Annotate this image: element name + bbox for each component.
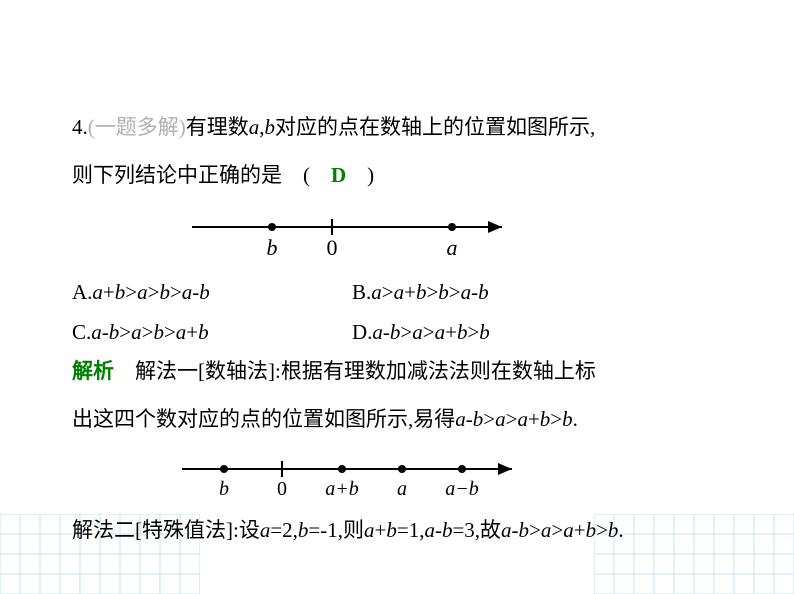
options-row-2: C.a-b>a>b>a+b D.a-b>a>a+b>b — [72, 317, 722, 349]
option-C: C.a-b>a>b>a+b — [72, 317, 352, 349]
stem2-post: ) — [346, 163, 374, 187]
question-line-1: 4.(一题多解)有理数a,b对应的点在数轴上的位置如图所示, — [72, 112, 722, 144]
option-A: A.a+b>a>b>a-b — [72, 277, 352, 309]
option-B: B.a>a+b>b>a-b — [352, 277, 722, 309]
svg-text:a−b: a−b — [445, 478, 479, 500]
question-number: 4. — [72, 115, 88, 139]
svg-text:a+b: a+b — [325, 478, 359, 500]
solution-line-2: 出这四个数对应的点的位置如图所示,易得a-b>a>a+b>b. — [72, 404, 722, 436]
options-row-1: A.a+b>a>b>a-b B.a>a+b>b>a-b — [72, 277, 722, 309]
var-a: a — [249, 115, 260, 139]
svg-text:b: b — [219, 478, 229, 500]
stem-part1: 有理数 — [186, 115, 249, 139]
slide-content: 4.(一题多解)有理数a,b对应的点在数轴上的位置如图所示, 则下列结论中正确的… — [72, 112, 722, 563]
option-D: D.a-b>a>a+b>b — [352, 317, 722, 349]
stem-part2: 对应的点在数轴上的位置如图所示, — [275, 115, 595, 139]
answer-letter: D — [331, 163, 346, 187]
svg-text:0: 0 — [327, 235, 338, 260]
numberline-1: 0 b a — [182, 207, 522, 267]
solution-label: 解析 — [72, 359, 114, 383]
svg-text:b: b — [267, 235, 278, 260]
svg-text:0: 0 — [277, 478, 287, 500]
solution-line-1: 解析 解法一[数轴法]:根据有理数加减法法则在数轴上标 — [72, 356, 722, 388]
solution-m1-l1: 解法一[数轴法]:根据有理数加减法法则在数轴上标 — [114, 359, 596, 383]
svg-text:a: a — [447, 235, 458, 260]
numberline-2: b 0 a+b a a−b — [172, 451, 532, 507]
question-line-2: 则下列结论中正确的是 ( D ) — [72, 160, 722, 192]
svg-text:a: a — [397, 478, 407, 500]
question-tag: (一题多解) — [88, 115, 186, 139]
var-b: b — [265, 115, 276, 139]
stem2-pre: 则下列结论中正确的是 ( — [72, 163, 331, 187]
solution-line-3: 解法二[特殊值法]:设a=2,b=-1,则a+b=1,a-b=3,故a-b>a>… — [72, 515, 722, 547]
